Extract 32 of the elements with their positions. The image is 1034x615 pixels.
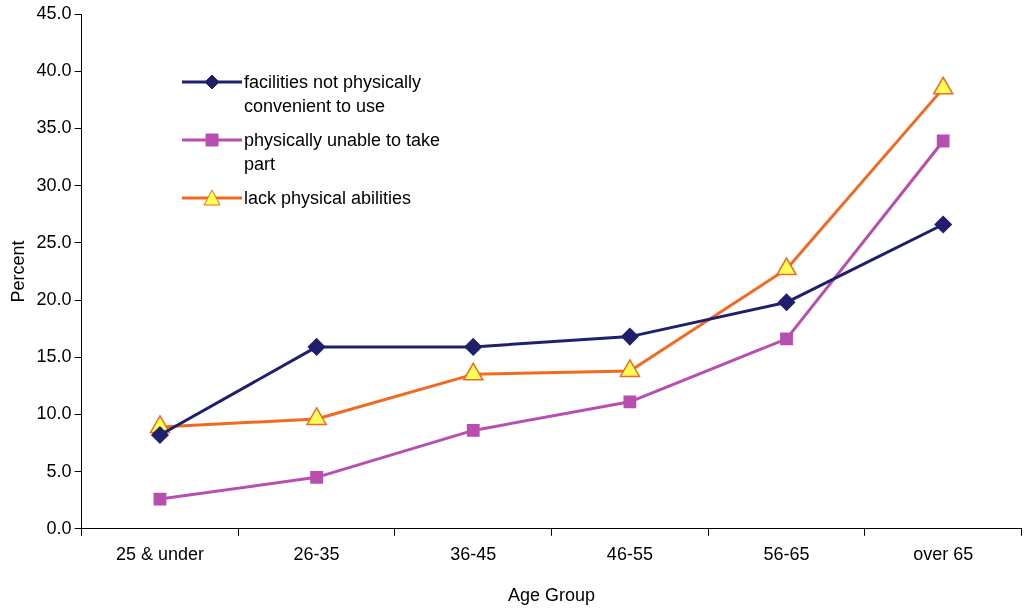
point — [780, 332, 793, 346]
y-tick-label: 30.0 — [36, 174, 72, 195]
x-tick-label: 25 & under — [115, 543, 204, 564]
point — [464, 338, 482, 356]
point — [621, 327, 639, 346]
y-tick-label: 25.0 — [36, 231, 72, 252]
legend-label: facilities not physically convenient to use — [244, 71, 423, 118]
x-tick-label: over 65 — [913, 543, 974, 564]
x-axis-title: Age Group — [508, 585, 596, 606]
point — [151, 426, 169, 444]
y-tick-label: 45.0 — [36, 2, 72, 23]
y-tick-label: 35.0 — [36, 117, 72, 138]
y-tick-label: 40.0 — [36, 60, 72, 81]
point — [466, 424, 480, 437]
x-tick-label: 36-45 — [450, 543, 497, 564]
point — [307, 338, 326, 356]
x-tick-label: 26-35 — [293, 543, 340, 564]
point — [934, 215, 952, 234]
x-tick-label: 56-65 — [763, 543, 810, 564]
y-tick-label: 15.0 — [36, 346, 72, 367]
y-tick-label: 5.0 — [46, 460, 72, 481]
legend-label: physically unable to take part — [244, 129, 442, 176]
y-tick-label: 0.0 — [46, 517, 72, 538]
point — [623, 395, 637, 409]
point — [310, 470, 324, 484]
x-tick-label: 46-55 — [606, 543, 653, 564]
point — [777, 293, 796, 312]
legend-label: lack physical abilities — [244, 187, 412, 210]
y-axis-title: Percent — [7, 240, 28, 303]
point — [936, 134, 950, 148]
y-tick-label: 20.0 — [36, 288, 72, 309]
y-tick-label: 10.0 — [36, 403, 72, 424]
